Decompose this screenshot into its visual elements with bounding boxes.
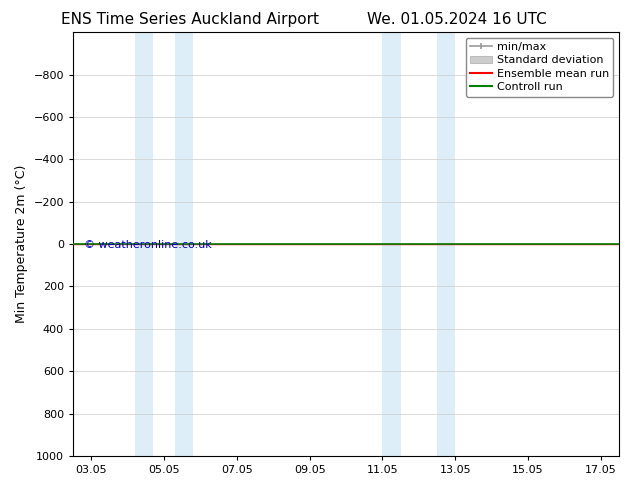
Text: © weatheronline.co.uk: © weatheronline.co.uk [84,240,212,250]
Text: We. 01.05.2024 16 UTC: We. 01.05.2024 16 UTC [366,12,547,27]
Legend: min/max, Standard deviation, Ensemble mean run, Controll run: min/max, Standard deviation, Ensemble me… [465,38,614,97]
Bar [382,32,401,456]
Bar [135,32,153,456]
Text: ENS Time Series Auckland Airport: ENS Time Series Auckland Airport [61,12,319,27]
Bar [437,32,455,456]
Bar [175,32,193,456]
Y-axis label: Min Temperature 2m (°C): Min Temperature 2m (°C) [15,165,28,323]
